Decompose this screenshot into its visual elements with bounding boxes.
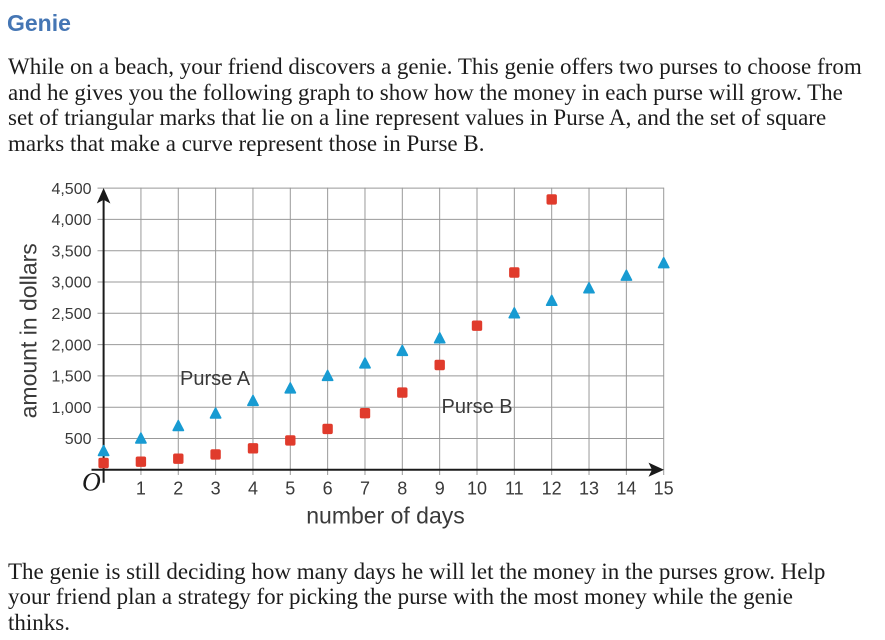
- svg-text:500: 500: [65, 431, 92, 448]
- svg-text:3,000: 3,000: [51, 275, 91, 292]
- svg-text:2,000: 2,000: [51, 337, 91, 354]
- svg-text:O: O: [82, 468, 101, 497]
- svg-text:15: 15: [654, 479, 674, 499]
- svg-text:4,500: 4,500: [51, 181, 91, 198]
- svg-text:13: 13: [579, 479, 599, 499]
- svg-text:11: 11: [505, 479, 524, 499]
- svg-text:4,000: 4,000: [51, 212, 91, 229]
- svg-text:7: 7: [360, 479, 370, 499]
- svg-text:12: 12: [542, 479, 562, 499]
- svg-text:8: 8: [397, 479, 407, 499]
- svg-text:6: 6: [323, 479, 333, 499]
- svg-text:4: 4: [248, 479, 258, 499]
- svg-text:1: 1: [136, 479, 146, 499]
- svg-text:1,000: 1,000: [51, 400, 91, 417]
- svg-text:5: 5: [285, 479, 295, 499]
- svg-text:3,500: 3,500: [51, 243, 91, 260]
- svg-text:2: 2: [173, 479, 183, 499]
- svg-text:amount in dollars: amount in dollars: [16, 243, 42, 418]
- svg-text:14: 14: [616, 479, 636, 499]
- svg-text:3: 3: [211, 479, 221, 499]
- svg-text:Purse A: Purse A: [180, 368, 251, 390]
- svg-text:number of days: number of days: [306, 503, 465, 529]
- svg-text:9: 9: [435, 479, 445, 499]
- svg-text:1,500: 1,500: [51, 369, 91, 386]
- svg-text:10: 10: [467, 479, 487, 499]
- svg-text:Purse B: Purse B: [442, 396, 513, 418]
- svg-text:2,500: 2,500: [51, 306, 91, 323]
